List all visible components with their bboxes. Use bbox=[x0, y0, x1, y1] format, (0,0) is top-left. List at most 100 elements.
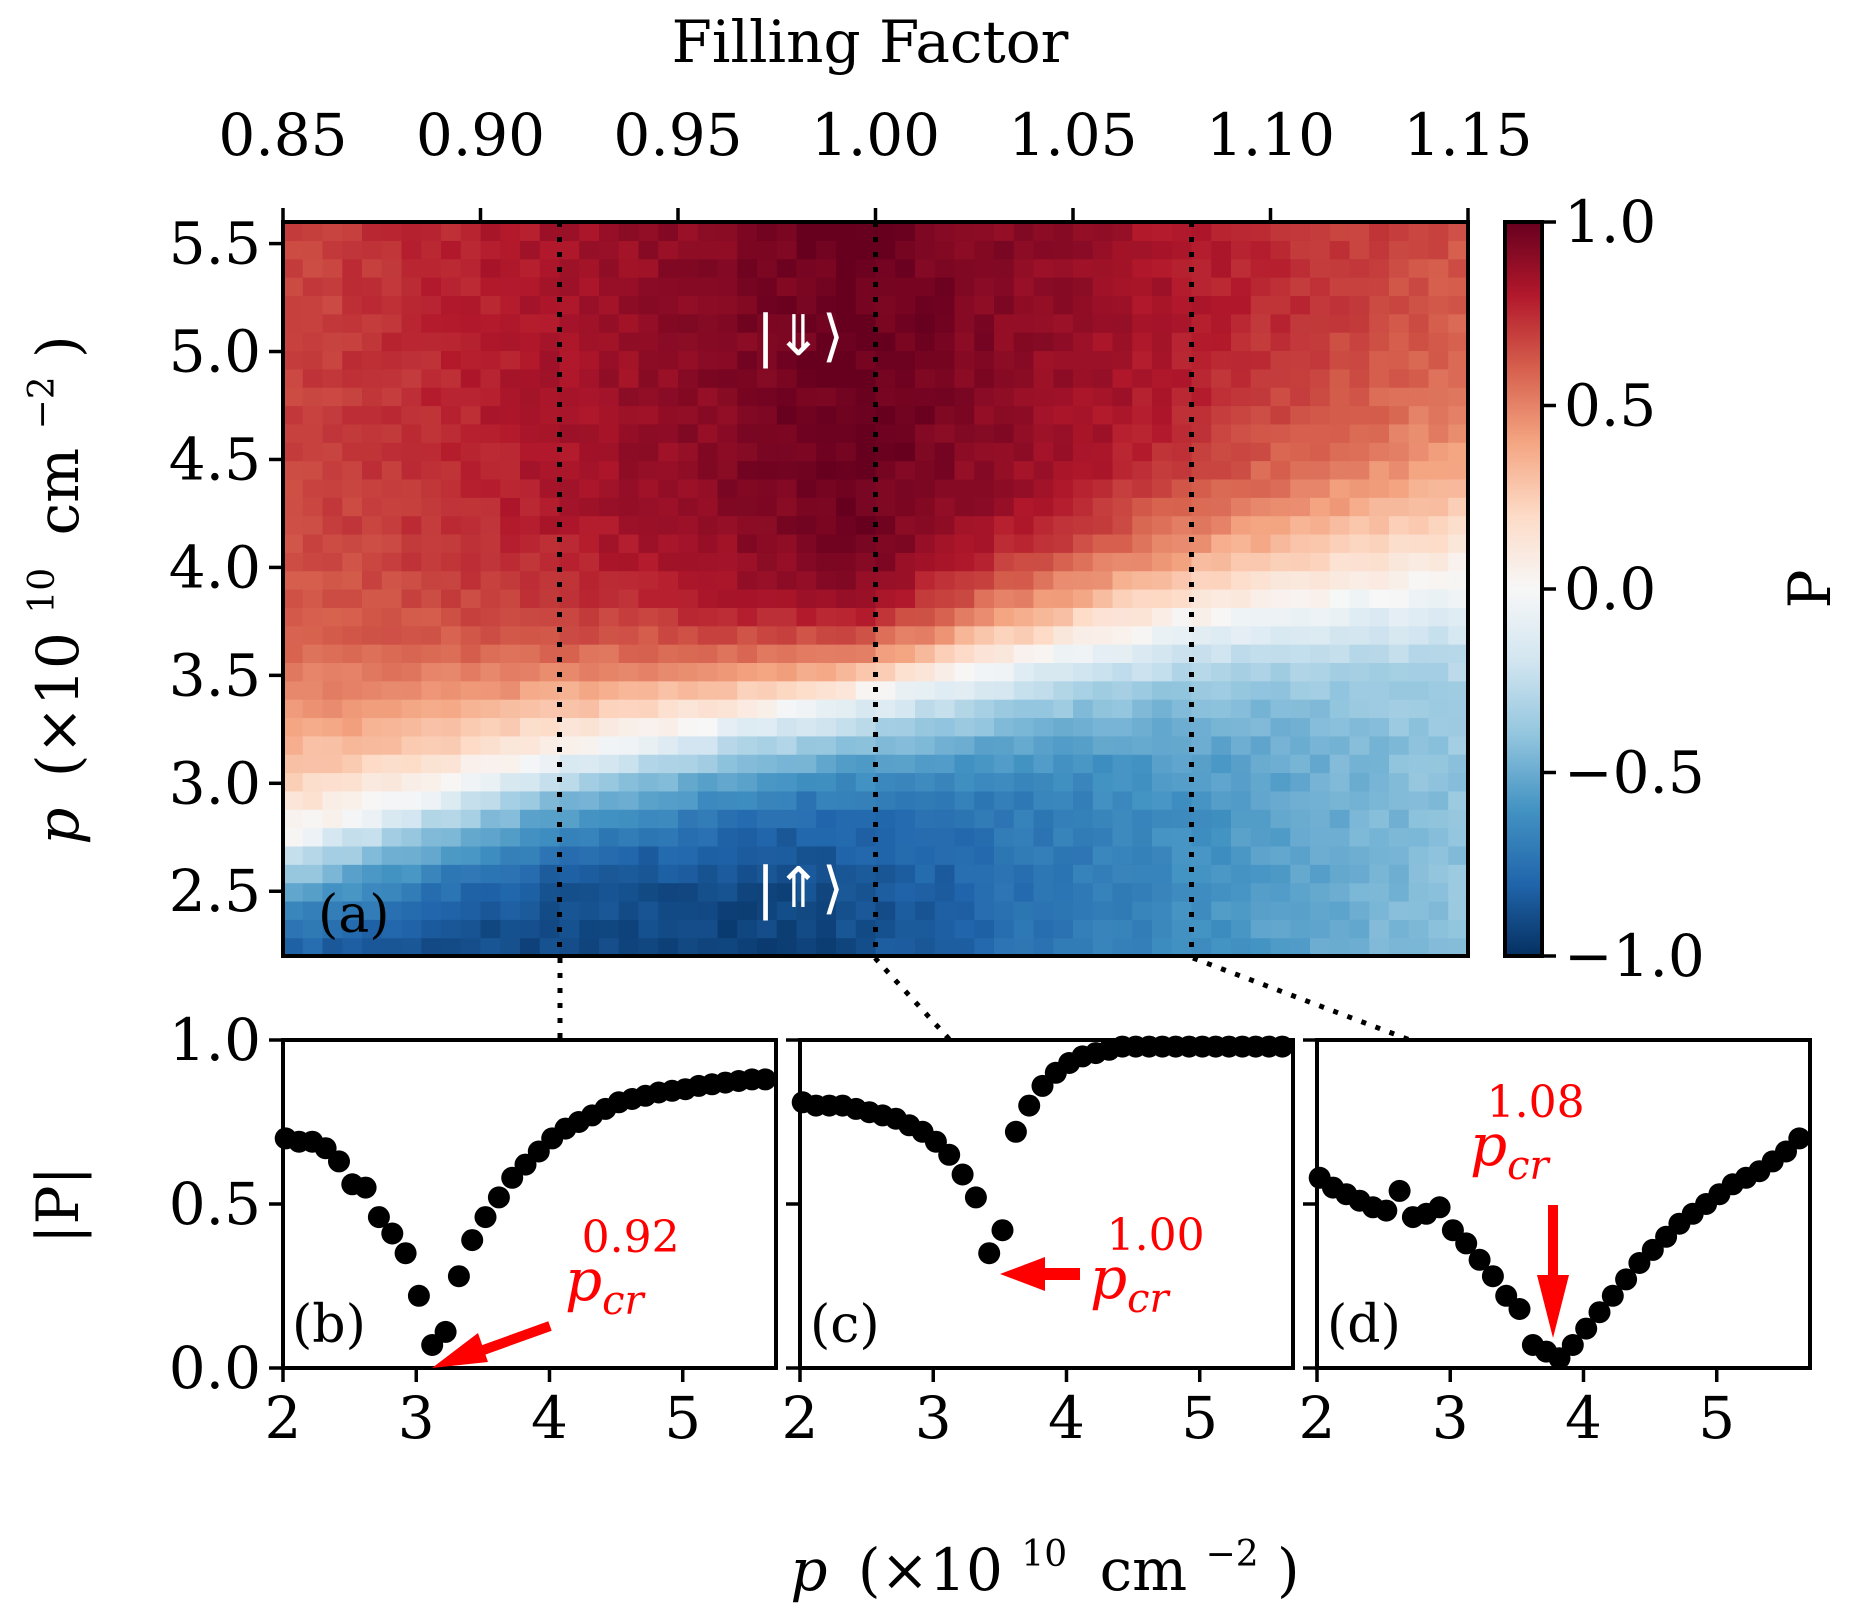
heatmap-cell bbox=[599, 277, 620, 296]
heatmap-cell bbox=[1369, 533, 1390, 553]
heatmap-cell bbox=[974, 699, 995, 719]
heatmap-cell bbox=[875, 258, 896, 278]
heatmap-cell bbox=[1349, 368, 1370, 388]
heatmap-cell bbox=[658, 350, 679, 370]
heatmap-cell bbox=[302, 460, 324, 480]
heatmap-cell bbox=[342, 845, 363, 865]
colorbar-tick-label: −1.0 bbox=[1564, 922, 1705, 990]
heatmap-cell bbox=[1349, 607, 1370, 627]
heatmap-cell bbox=[342, 460, 363, 480]
heatmap-cell bbox=[855, 919, 877, 939]
heatmap-cell bbox=[1013, 937, 1035, 957]
heatmap-cell bbox=[1112, 258, 1133, 278]
heatmap-cell bbox=[559, 497, 580, 517]
heatmap-cell bbox=[836, 350, 857, 370]
heatmap-cell bbox=[579, 368, 600, 388]
heatmap-cell bbox=[954, 790, 975, 810]
heatmap-cell bbox=[1092, 919, 1114, 939]
heatmap-cell bbox=[1053, 717, 1074, 737]
heatmap-cell bbox=[1033, 644, 1054, 663]
heatmap-cell bbox=[1073, 240, 1094, 260]
heatmap-cell bbox=[1231, 790, 1252, 810]
heatmap-cell bbox=[717, 845, 738, 865]
heatmap-cell bbox=[579, 845, 600, 865]
heatmap-cell bbox=[796, 405, 817, 425]
heatmap-cell bbox=[1053, 460, 1074, 480]
heatmap-cell bbox=[421, 845, 442, 865]
heatmap-cell bbox=[974, 864, 995, 884]
heatmap-cell bbox=[283, 460, 304, 480]
heatmap-cell bbox=[381, 240, 403, 260]
data-point bbox=[461, 1229, 484, 1252]
heatmap-cell bbox=[1329, 405, 1351, 425]
heatmap-cell bbox=[322, 332, 343, 352]
heatmap-cell bbox=[974, 644, 995, 663]
heatmap-cell bbox=[737, 258, 758, 278]
heatmap-cell bbox=[1448, 900, 1469, 920]
heatmap-cell bbox=[1073, 827, 1094, 847]
heatmap-cell bbox=[1152, 864, 1173, 884]
heatmap-cell bbox=[1389, 368, 1410, 388]
heatmap-cell bbox=[776, 900, 798, 920]
heatmap-cell bbox=[697, 222, 719, 241]
top-tick-label: 1.15 bbox=[1403, 101, 1532, 169]
heatmap-cell bbox=[500, 644, 521, 663]
heatmap-cell bbox=[1250, 552, 1272, 572]
heatmap-cell bbox=[1310, 845, 1331, 865]
heatmap-cell bbox=[1073, 405, 1094, 425]
y-tick-label: 4.0 bbox=[169, 533, 261, 601]
panel-b-points bbox=[274, 1068, 777, 1356]
heatmap-cell bbox=[994, 515, 1015, 535]
heatmap-cell bbox=[816, 900, 837, 920]
heatmap-cell bbox=[421, 809, 442, 829]
heatmap-cell bbox=[441, 277, 462, 296]
heatmap-cell bbox=[1013, 240, 1035, 260]
heatmap-cell bbox=[381, 845, 403, 865]
heatmap-cell bbox=[579, 882, 600, 902]
heatmap-cell bbox=[895, 900, 916, 920]
heatmap-cell bbox=[441, 900, 462, 920]
heatmap-cell bbox=[1053, 919, 1074, 939]
heatmap-cell bbox=[1369, 460, 1390, 480]
heatmap-cell bbox=[480, 350, 501, 370]
heatmap-cell bbox=[1389, 570, 1410, 590]
heatmap-cell bbox=[1250, 754, 1272, 774]
heatmap-cell bbox=[559, 644, 580, 663]
heatmap-cell bbox=[954, 717, 975, 737]
heatmap-cell bbox=[322, 827, 343, 847]
heatmap-cell bbox=[717, 827, 738, 847]
heatmap-cell bbox=[1171, 332, 1193, 352]
heatmap-cell bbox=[599, 442, 620, 462]
heatmap-cell bbox=[954, 900, 975, 920]
heatmap-cell bbox=[934, 662, 956, 682]
heatmap-cell bbox=[875, 900, 896, 920]
heatmap-cell bbox=[421, 662, 442, 682]
heatmap-cell bbox=[954, 258, 975, 278]
heatmap-cell bbox=[1112, 809, 1133, 829]
heatmap-cell bbox=[1349, 919, 1370, 939]
heatmap-cell bbox=[1270, 442, 1291, 462]
heatmap-cell bbox=[1073, 423, 1094, 443]
heatmap-cell bbox=[421, 313, 442, 333]
heatmap-cell bbox=[934, 497, 956, 517]
heatmap-cell bbox=[658, 900, 679, 920]
heatmap-cell bbox=[638, 754, 659, 774]
heatmap-cell bbox=[895, 589, 916, 608]
heatmap-cell bbox=[1250, 222, 1272, 241]
heatmap-cell bbox=[638, 350, 659, 370]
heatmap-cell bbox=[1033, 460, 1054, 480]
top-axis-ticks: 0.85 0.90 0.95 1.00 1.05 1.10 1.15 bbox=[218, 101, 1533, 222]
heatmap-cell bbox=[520, 790, 541, 810]
heatmap-cell bbox=[283, 222, 304, 241]
heatmap-cell bbox=[1152, 222, 1173, 241]
heatmap-cell bbox=[994, 827, 1015, 847]
heatmap-cell bbox=[480, 313, 501, 333]
heatmap-cell bbox=[737, 772, 758, 792]
heatmap-cell bbox=[480, 625, 501, 645]
data-point bbox=[978, 1242, 1001, 1265]
heatmap-cell bbox=[1448, 368, 1469, 388]
heatmap-cell bbox=[1428, 772, 1449, 792]
heatmap-cell bbox=[362, 900, 383, 920]
heatmap-cell bbox=[283, 809, 304, 829]
heatmap-cell bbox=[618, 332, 640, 352]
